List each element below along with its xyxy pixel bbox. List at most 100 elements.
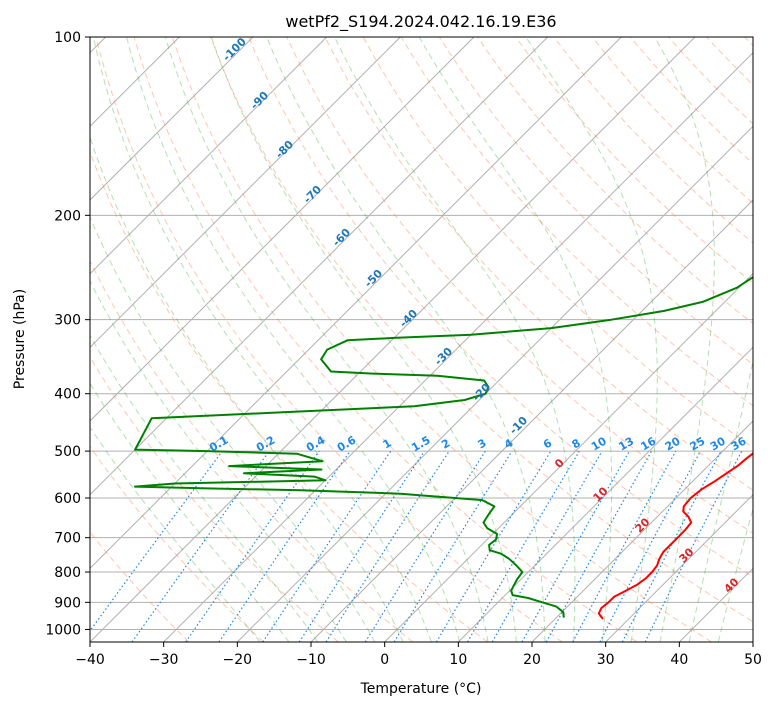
moist-adiabat (164, 37, 489, 642)
dry-adiabat (90, 259, 414, 642)
mixing-ratio-label: 13 (616, 435, 636, 454)
mixing-ratio-label: 3 (475, 436, 488, 451)
dry-adiabat-label: -20 (470, 381, 493, 404)
mixing-ratio-label: 25 (687, 434, 707, 453)
x-tick-label: −20 (223, 652, 253, 668)
dry-adiabat-label: -80 (273, 138, 296, 161)
y-tick-label: 1000 (45, 622, 81, 638)
isotherm-gridline (90, 37, 401, 349)
dry-adiabat (90, 531, 190, 642)
moist-adiabat (92, 37, 432, 642)
dry-adiabat (133, 37, 638, 642)
mixing-ratio-line (325, 450, 450, 642)
mixing-ratio-label: 10 (589, 434, 609, 453)
y-tick-label: 500 (54, 444, 81, 460)
dry-adiabat (362, 37, 753, 449)
isotherm-gridline (90, 37, 549, 496)
moist-adiabat-label: 40 (722, 575, 742, 595)
y-tick-label: 200 (54, 208, 81, 224)
mixing-ratio-line (466, 450, 580, 642)
moist-adiabat (266, 37, 546, 642)
dry-adiabat (90, 445, 264, 642)
mixing-ratio-label: 6 (541, 436, 554, 451)
isotherm-gridline (163, 51, 753, 642)
dry-adiabat (90, 355, 339, 642)
dry-adiabat (171, 37, 712, 642)
dry-adiabat (706, 37, 753, 86)
y-tick-label: 700 (54, 531, 81, 547)
mixing-ratio-label: 16 (639, 434, 659, 453)
y-tick-label: 300 (54, 313, 81, 329)
dry-adiabat (477, 37, 753, 325)
mixing-ratio-line (545, 450, 653, 642)
mixing-ratio-line (393, 450, 513, 642)
dry-adiabat (744, 37, 753, 47)
dry-adiabat (210, 37, 753, 623)
x-tick-label: 50 (744, 652, 762, 668)
temperature-profile-line (597, 452, 753, 620)
dewpoint-profile-line (133, 276, 753, 618)
dry-adiabat (324, 37, 753, 491)
dry-adiabat (591, 37, 753, 204)
dry-adiabat (400, 37, 753, 407)
x-tick-label: −40 (75, 652, 105, 668)
dry-adiabat (90, 150, 488, 642)
mixing-ratio-label: 30 (708, 434, 728, 453)
mixing-ratio-line (262, 450, 392, 642)
dry-adiabat-label: -60 (330, 226, 353, 249)
dry-adiabat-label: -30 (432, 345, 455, 368)
chart-title: wetPf2_S194.2024.042.16.19.E36 (285, 12, 556, 32)
x-tick-label: −10 (296, 652, 326, 668)
mixing-ratio-line (572, 450, 677, 642)
mixing-ratio-label: 1 (381, 436, 394, 451)
y-tick-label: 800 (54, 565, 81, 581)
moist-adiabat-label: 20 (633, 515, 653, 535)
moist-adiabat-label: 10 (591, 484, 611, 504)
moist-adiabat (90, 334, 319, 642)
mixing-ratio-line (435, 450, 552, 642)
isotherm-gridline (90, 37, 622, 570)
isotherm-gridline (310, 199, 753, 642)
dry-adiabat-label: -10 (507, 414, 530, 437)
moist-adiabat (688, 358, 753, 642)
x-tick-label: −30 (149, 652, 179, 668)
isotherm-gridline (90, 37, 696, 642)
mixing-ratio-label: 20 (663, 434, 683, 453)
isotherm-gridline (752, 641, 753, 642)
x-tick-label: 30 (597, 652, 615, 668)
mixing-ratio-label: 8 (570, 436, 583, 451)
y-tick-label: 900 (54, 595, 81, 611)
x-tick-label: 20 (523, 652, 541, 668)
isotherm-gridline (531, 420, 753, 642)
dry-adiabat-label: -40 (397, 307, 420, 330)
dry-adiabat (515, 37, 753, 284)
isotherm-gridline (90, 37, 254, 201)
mixing-ratio-line (491, 450, 603, 642)
mixing-ratio-label: 2 (439, 436, 452, 451)
dry-adiabat-label: -100 (220, 35, 249, 64)
moist-adiabat (90, 215, 376, 642)
y-tick-label: 100 (54, 30, 81, 46)
x-tick-label: 40 (670, 652, 688, 668)
moist-adiabat (126, 37, 461, 642)
isotherm-gridline (678, 567, 753, 642)
dry-adiabat-label: -50 (362, 267, 385, 290)
mixing-ratio-label: 36 (729, 434, 749, 453)
moist-adiabat (210, 37, 517, 642)
moist-adiabat (418, 37, 613, 642)
y-tick-label: 400 (54, 387, 81, 403)
dry-adiabat-label: -90 (248, 89, 271, 112)
mixing-ratio-line (218, 450, 351, 642)
dry-adiabat (248, 37, 753, 578)
mixing-ratio-line (364, 450, 486, 642)
isotherm-gridline (90, 37, 328, 275)
isotherm-gridline (605, 493, 753, 642)
moist-adiabat (334, 37, 576, 642)
mixing-ratio-line (90, 450, 223, 632)
x-axis-label: Temperature (°C) (360, 681, 482, 697)
x-tick-label: 0 (380, 652, 389, 668)
y-tick-label: 600 (54, 491, 81, 507)
x-tick-label: 10 (449, 652, 467, 668)
moist-adiabat-label: 30 (677, 545, 697, 565)
